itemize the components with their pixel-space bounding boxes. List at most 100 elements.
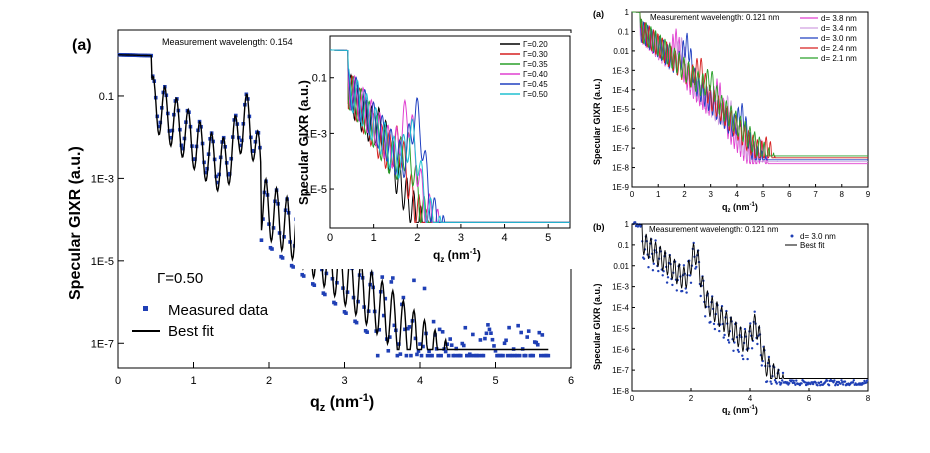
measured-data-point [383,296,388,301]
measured-data-point [537,330,542,335]
tr-x-tick-label: 5 [761,190,766,199]
br-data-point [773,379,777,382]
measured-data-point [333,301,338,306]
inset-x-axis-label: qz (nm-1) [433,247,481,264]
main-x-tick-label: 1 [190,375,196,387]
measured-data-point [434,347,439,351]
br-series-group [632,221,869,387]
br-data-point [863,379,866,383]
inset-x-tick-label: 0 [327,232,333,244]
inset-y-tick-label: 1E-5 [304,184,327,196]
inset-legend-label: Γ=0.35 [523,60,548,69]
measured-data-point [440,330,445,334]
br-y-tick-label: 1E-6 [612,345,629,354]
br-data-point [713,327,717,331]
measured-data-point [463,325,468,330]
br-x-axis-label: qz (nm-1) [722,405,758,417]
measured-data-point [531,353,536,358]
br-y-tick-label: 1E-7 [612,366,629,375]
inset-legend-label: Γ=0.40 [523,70,548,79]
tr-y-tick-label: 1E-6 [612,125,629,134]
br-data-point [865,381,868,384]
measured-data-point [412,278,416,283]
tr-x-tick-label: 3 [708,190,713,199]
br-data-point [835,380,839,384]
measured-data-point [525,335,530,339]
measured-data-point [517,353,522,358]
br-data-point [788,382,791,385]
br-data-point [709,320,712,324]
measured-data-point [259,238,264,242]
measured-data-point [401,295,406,300]
br-data-point [725,309,728,313]
measured-data-point [487,327,492,332]
inset-y-tick-label: 0.1 [312,73,327,85]
measured-data-point [156,124,161,129]
br-data-point [634,221,637,224]
measured-data-point [493,349,498,353]
br-data-point [742,357,745,361]
br-y-tick-label: 0.01 [613,262,629,271]
br-data-point [671,283,674,287]
measured-data-point [413,336,418,341]
tr-y-tick-label: 1E-8 [612,164,629,173]
measured-data-point [381,313,386,318]
tr-series-group [632,11,868,165]
inset-series-group [330,49,570,224]
br-data-point [727,338,730,342]
measured-data-point [461,343,466,348]
br-data-point [843,380,847,383]
measured-data-point [193,157,197,161]
br-data-point [634,224,638,228]
measured-data-point [490,337,495,342]
measured-data-point [169,135,173,140]
tr-y-axis-label: Specular GIXR (a.u.) [592,78,602,165]
br-y-ticks: 1 0.1 0.01 1E-3 1E-4 1E-5 1E-6 1E-7 1E-8 [612,220,635,396]
inset-series-line [330,49,570,223]
main-x-tick-label: 2 [266,375,272,387]
measured-data-point [389,280,394,284]
legend-fit-label: Best fit [168,323,215,340]
measured-data-point [483,336,487,341]
main-x-tick-label: 3 [341,375,347,387]
measured-data-point [471,332,475,337]
measured-data-point [452,353,457,358]
measured-data-point [280,256,285,260]
br-data-point [704,315,707,318]
measured-data-point [391,276,395,280]
br-data-point [652,262,655,265]
br-data-point [816,384,819,387]
measured-data-point [436,353,440,358]
main-y-ticks: 0.1 1E-3 1E-5 1E-7 [91,91,124,350]
br-data-point [685,291,688,294]
measured-data-point [425,353,430,358]
main-x-tick-label: 4 [417,375,423,387]
measured-data-point [481,353,486,358]
inset-x-ticks: 0 1 2 3 4 5 [327,224,551,244]
br-legend-data-marker [790,234,794,238]
main-panel-label: (a) [72,37,92,54]
measured-data-point [446,353,451,358]
inset-x-tick-label: 5 [545,232,551,244]
br-panel-label: (b) [593,222,605,232]
measured-data-point [215,180,220,185]
br-data-point [746,357,749,361]
br-data-point [695,265,698,269]
measured-data-point [354,320,359,325]
measured-data-point [416,349,421,353]
tr-y-tick-label: 1 [625,8,630,17]
measured-data-point [510,353,514,358]
br-data-point [841,381,844,384]
measured-data-point [403,327,407,332]
tr-legend-label: d= 3.8 nm [821,14,857,23]
tr-x-tick-label: 4 [735,190,740,199]
br-y-tick-label: 1E-8 [612,387,629,396]
br-data-point [819,380,823,384]
measured-data-point [398,352,403,356]
measured-data-point [439,353,443,358]
inset-x-tick-label: 4 [501,232,507,244]
br-data-point [778,381,781,384]
br-data-point [770,382,773,385]
br-y-axis-label: Specular GIXR (a.u.) [592,283,602,370]
tr-legend-label: d= 3.4 nm [821,24,857,33]
